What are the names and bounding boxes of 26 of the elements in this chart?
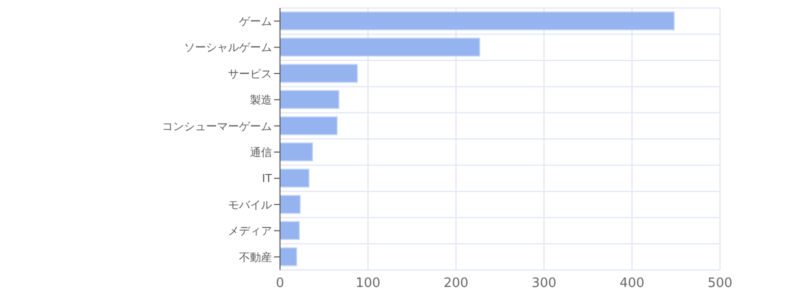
x-tick-label: 0	[276, 276, 284, 292]
bar	[280, 247, 298, 266]
x-tick-label: 100	[356, 276, 380, 292]
y-tick-label: サービス	[228, 67, 272, 80]
bar	[280, 11, 675, 30]
y-tick-label: モバイル	[228, 198, 272, 212]
y-tick-label: ソーシャルゲーム	[184, 41, 272, 54]
y-tick-label: ゲーム	[239, 15, 272, 28]
y-tick-label: 不動産	[239, 250, 272, 264]
bar	[280, 64, 358, 83]
y-tick-label: IT	[262, 172, 272, 186]
y-tick-label: 製造	[250, 94, 272, 107]
bar	[280, 221, 300, 240]
x-tick-label: 300	[532, 276, 556, 292]
y-tick-label: 通信	[250, 146, 272, 160]
y-tick-label: コンシューマーゲーム	[162, 120, 272, 133]
x-tick-label: 500	[708, 276, 732, 292]
x-tick-label: 200	[444, 276, 468, 292]
bar	[280, 168, 310, 188]
bar	[280, 142, 314, 162]
bar	[280, 194, 301, 214]
y-tick-label: メディア	[228, 224, 272, 238]
bar	[280, 90, 340, 110]
bar	[280, 38, 480, 57]
bar	[280, 116, 338, 136]
x-tick-label: 400	[620, 276, 644, 292]
